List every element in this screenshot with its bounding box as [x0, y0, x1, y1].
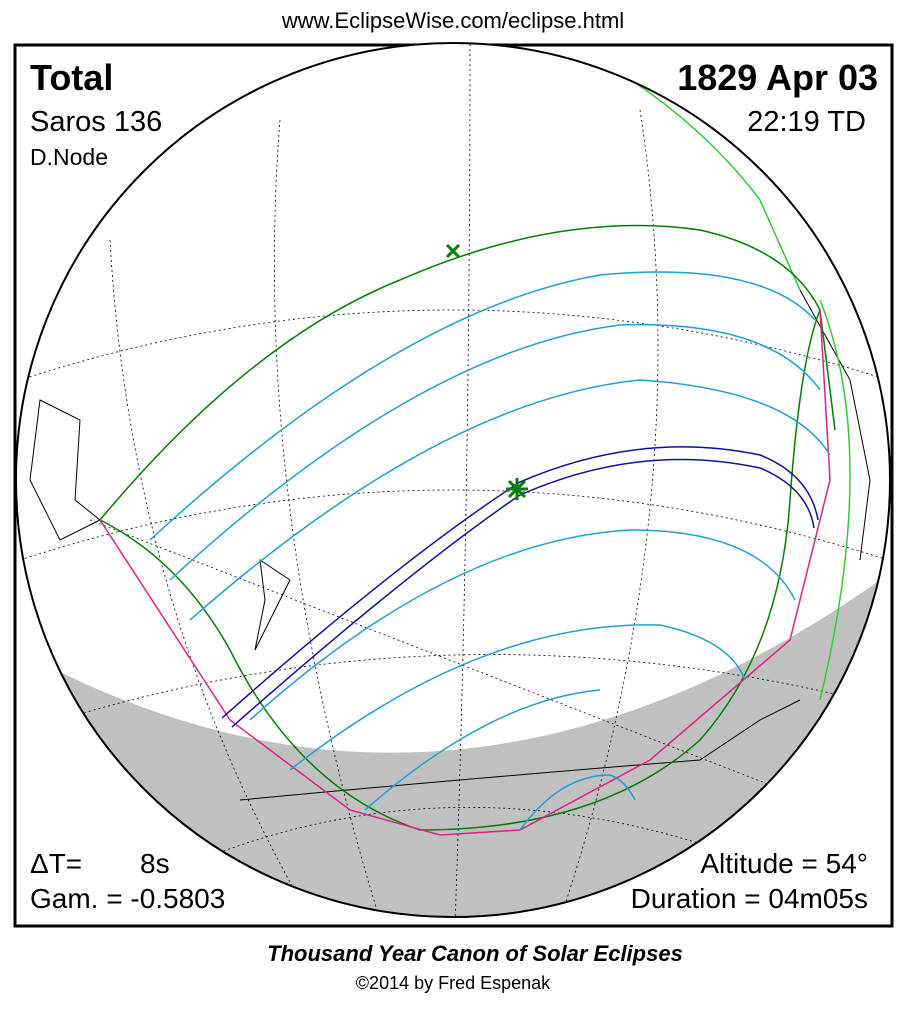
- delta-t-value: 8s: [140, 848, 170, 879]
- duration: Duration = 04m05s: [631, 883, 868, 914]
- gamma: Gam. = -0.5803: [30, 883, 225, 914]
- delta-t-label: ΔT=: [30, 848, 82, 879]
- copyright: ©2014 by Fred Espenak: [356, 973, 551, 993]
- saros: Saros 136: [30, 106, 162, 138]
- altitude: Altitude = 54°: [700, 848, 868, 879]
- footer-title: Thousand Year Canon of Solar Eclipses: [267, 941, 683, 966]
- node: D.Node: [30, 144, 108, 170]
- url: www.EclipseWise.com/eclipse.html: [281, 8, 624, 33]
- eclipse-type: Total: [30, 57, 113, 98]
- time: 22:19 TD: [747, 106, 866, 138]
- date: 1829 Apr 03: [677, 57, 878, 98]
